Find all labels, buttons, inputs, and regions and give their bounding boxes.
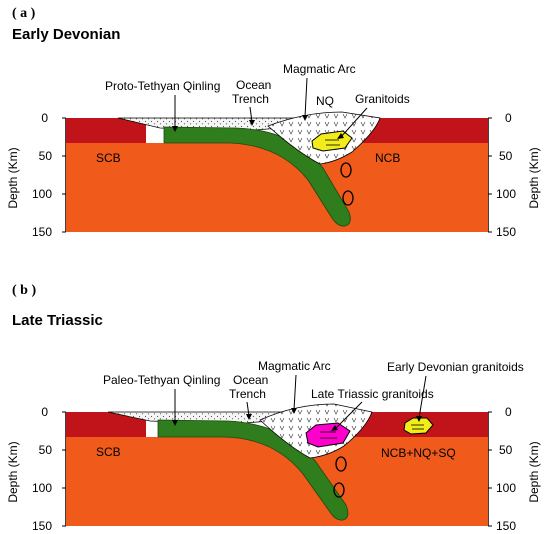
panel-a-left-tick-100: 100 <box>32 187 52 201</box>
panel-a-left-axis: 0 50 100 150 Depth (Km) <box>6 111 67 239</box>
panel-a-granitoids-leader <box>339 107 368 139</box>
panel-a-right-tick-100: 100 <box>496 187 516 201</box>
panel-b-late-granitoids-leader <box>333 401 363 431</box>
panel-b-left-tick-0: 0 <box>41 405 48 419</box>
panel-b-right-tick-50: 50 <box>499 443 513 457</box>
panel-b-trench-arrow <box>246 414 252 420</box>
panel-b-arc-leader <box>293 374 297 411</box>
panel-a-granitoids-arrow <box>337 133 344 139</box>
panel-b-arc-arrow <box>291 408 297 414</box>
panel-b-left-axis-title: Depth (Km) <box>6 441 20 502</box>
panel-a-left-tick-150: 150 <box>32 225 52 239</box>
panel-b-label: ( b ) <box>12 283 36 298</box>
panel-a-melt-blob-1 <box>340 162 352 178</box>
panel-b-right-tick-100: 100 <box>496 481 516 495</box>
panel-b-trench-label-2: Trench <box>229 387 266 401</box>
panel-b-arc-label: Magmatic Arc <box>258 359 331 373</box>
panel-b-early-granitoids-leader <box>418 375 427 419</box>
panel-b-right-axis: 0 50 100 150 Depth (Km) <box>487 405 541 533</box>
panel-b-late-granitoid <box>305 422 351 448</box>
panel-b-qinling-label: Paleo-Tethyan Qinling <box>103 373 220 387</box>
panel-b-melt-blob-2 <box>333 482 345 498</box>
panel-a-right-tick-0: 0 <box>505 111 512 125</box>
panel-a-right-axis-title: Depth (Km) <box>527 147 541 208</box>
panel-a-trench-label-2: Trench <box>232 92 269 106</box>
panel-b-ncb-label: NCB+NQ+SQ <box>381 446 456 460</box>
panel-a-qinling-arrow <box>172 126 178 132</box>
panel-a-left-tick-50: 50 <box>39 149 53 163</box>
panel-b-right-tick-0: 0 <box>505 405 512 419</box>
panel-a-upper-crust-left <box>66 118 146 143</box>
panel-a-nq-label: NQ <box>316 94 334 108</box>
panel-a-mantle <box>66 143 488 232</box>
panel-b-scb-label: SCB <box>96 445 121 459</box>
panel-b-melt-blob-1 <box>335 456 347 472</box>
panel-b-trench-leader <box>246 401 250 417</box>
panel-b-title: Late Triassic <box>12 312 103 329</box>
panel-a: ( a ) Early Devonian 0 50 100 150 Depth … <box>6 6 541 239</box>
panel-a-label: ( a ) <box>12 6 36 21</box>
panel-a-left-tick-0: 0 <box>41 111 48 125</box>
panel-b-left-tick-100: 100 <box>32 481 52 495</box>
panel-b-late-granitoids-arrow <box>331 425 338 431</box>
panel-a-arc-arrow <box>302 115 308 121</box>
panel-a-title: Early Devonian <box>12 26 120 43</box>
panel-b-qinling-arrow <box>172 420 178 426</box>
panel-b-trench-label-1: Ocean <box>233 373 268 387</box>
panel-a-scb-label: SCB <box>96 151 121 165</box>
panel-a-trench-arrow <box>249 120 255 126</box>
panel-b-right-axis-title: Depth (Km) <box>527 441 541 502</box>
panel-b-early-granitoid <box>403 417 434 435</box>
panel-b-left-tick-50: 50 <box>39 443 53 457</box>
panel-b-mantle <box>66 437 488 526</box>
panel-a-right-tick-150: 150 <box>496 225 516 239</box>
panel-b-left-axis: 0 50 100 150 Depth (Km) <box>6 405 67 533</box>
panel-b-early-granitoids-label: Early Devonian granitoids <box>387 360 524 374</box>
panel-a-right-axis: 0 50 100 150 Depth (Km) <box>487 111 541 239</box>
panel-b-right-tick-150: 150 <box>496 519 516 533</box>
panel-a-left-axis-title: Depth (Km) <box>6 147 20 208</box>
panel-b-early-granitoids-arrow <box>416 416 422 422</box>
panel-a-melt-blob-2 <box>342 190 354 206</box>
panel-a-arc-leader <box>304 77 308 118</box>
panel-b-left-tick-150: 150 <box>32 519 52 533</box>
panel-b: ( b ) Late Triassic 0 50 100 150 Depth (… <box>6 283 541 533</box>
panel-a-qinling-label: Proto-Tethyan Qinling <box>105 79 220 93</box>
panel-a-granitoids-label: Granitoids <box>355 92 410 106</box>
panel-b-late-granitoids-label: Late Triassic granitoids <box>311 387 434 401</box>
panel-a-arc-label: Magmatic Arc <box>283 62 356 76</box>
panel-a-ncb-label: NCB <box>375 151 400 165</box>
panel-a-right-tick-50: 50 <box>499 149 513 163</box>
panel-a-trench-leader <box>249 106 253 123</box>
panel-a-trench-label-1: Ocean <box>236 78 271 92</box>
